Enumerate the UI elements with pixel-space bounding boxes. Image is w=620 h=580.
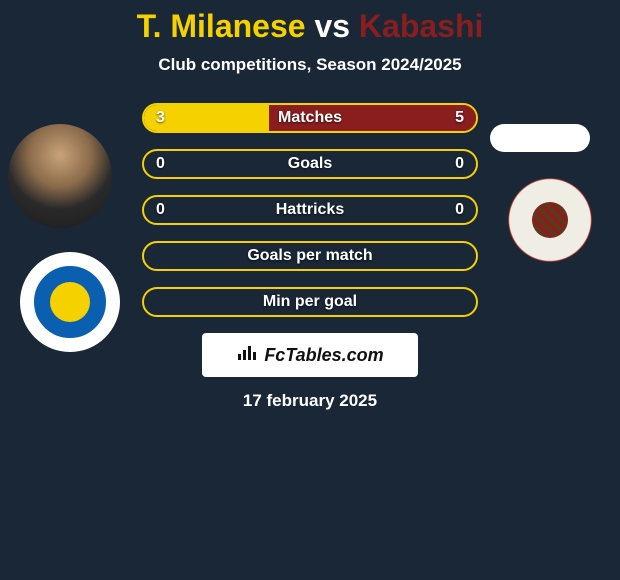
- bar-value-right: 5: [455, 109, 464, 127]
- player2-club-badge: [508, 178, 592, 262]
- page-title: T. Milanese vs Kabashi: [0, 8, 620, 45]
- stat-bar: Min per goal: [142, 287, 478, 317]
- bar-value-left: 0: [156, 201, 165, 219]
- stats-bars: 3 5 Matches 0 0 Goals 0 0 Hattricks Goals per mat…: [142, 103, 478, 317]
- player1-name: T. Milanese: [137, 8, 306, 44]
- bar-label: Goals: [288, 155, 332, 173]
- stat-bar: 0 0 Goals: [142, 149, 478, 179]
- player1-avatar: [8, 124, 112, 228]
- bar-value-left: 0: [156, 155, 165, 173]
- club-badge-icon: [532, 202, 568, 238]
- bar-value-right: 0: [455, 155, 464, 173]
- subtitle: Club competitions, Season 2024/2025: [0, 55, 620, 75]
- bar-label: Matches: [278, 109, 342, 127]
- brand-box[interactable]: FcTables.com: [202, 333, 418, 377]
- bar-value-left: 3: [156, 109, 165, 127]
- stat-bar: Goals per match: [142, 241, 478, 271]
- player1-club-badge: [20, 252, 120, 352]
- bar-label: Min per goal: [263, 293, 357, 311]
- club-badge-icon: [34, 266, 106, 338]
- comparison-card: T. Milanese vs Kabashi Club competitions…: [0, 0, 620, 411]
- player2-name: Kabashi: [359, 8, 483, 44]
- stat-bar: 0 0 Hattricks: [142, 195, 478, 225]
- chart-icon: [236, 344, 258, 367]
- vs-text: vs: [314, 8, 350, 44]
- stat-bar: 3 5 Matches: [142, 103, 478, 133]
- brand-text: FcTables.com: [264, 345, 383, 366]
- bar-value-right: 0: [455, 201, 464, 219]
- date-text: 17 february 2025: [0, 391, 620, 411]
- bar-label: Goals per match: [247, 247, 372, 265]
- player2-avatar: [490, 124, 590, 152]
- bar-label: Hattricks: [276, 201, 344, 219]
